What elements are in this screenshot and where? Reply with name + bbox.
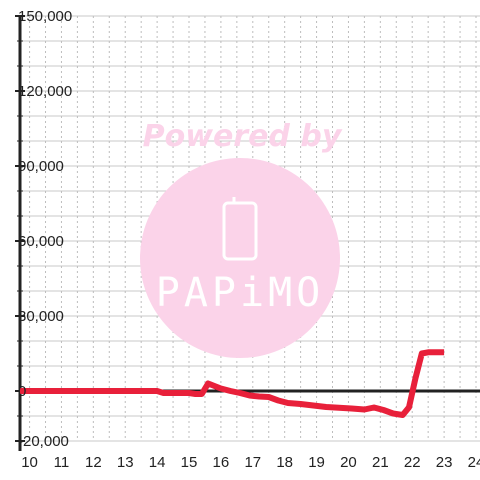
x-tick-label: 22 [404, 454, 421, 471]
x-tick-label: 13 [117, 454, 134, 471]
x-tick-label: 10 [21, 454, 38, 471]
watermark-caption: Powered by [143, 119, 343, 154]
tick-labels: 150,000 120,000 90,000 60,000 30,000 0 -20,000… [18, 8, 480, 471]
grid-lines [20, 15, 480, 442]
x-tick-label: 17 [244, 454, 261, 471]
x-tick-label: 14 [149, 454, 166, 471]
series-line [20, 349, 445, 418]
y-tick-label: 120,000 [18, 83, 72, 100]
x-tick-label: 24 [468, 454, 480, 471]
x-tick-label: 20 [340, 454, 357, 471]
x-tick-label: 15 [181, 454, 198, 471]
y-tick-label: 30,000 [18, 308, 64, 325]
y-tick-label: 60,000 [18, 233, 64, 250]
x-tick-label: 16 [213, 454, 230, 471]
watermark-brand: PAPiMO [156, 270, 325, 316]
x-tick-label: 12 [85, 454, 102, 471]
x-tick-label: 23 [436, 454, 453, 471]
y-tick-label: 90,000 [18, 158, 64, 175]
y-tick-label: -20,000 [18, 433, 69, 450]
x-tick-label: 11 [54, 454, 70, 471]
x-tick-label: 19 [308, 454, 325, 471]
x-tick-label: 18 [276, 454, 293, 471]
watermark: Powered by PAPiMO [140, 119, 343, 358]
x-tick-label: 21 [372, 454, 389, 471]
y-tick-label: 0 [18, 383, 26, 400]
series-layer [20, 349, 445, 418]
phone-icon [222, 201, 258, 261]
y-tick-label: 150,000 [18, 8, 72, 25]
